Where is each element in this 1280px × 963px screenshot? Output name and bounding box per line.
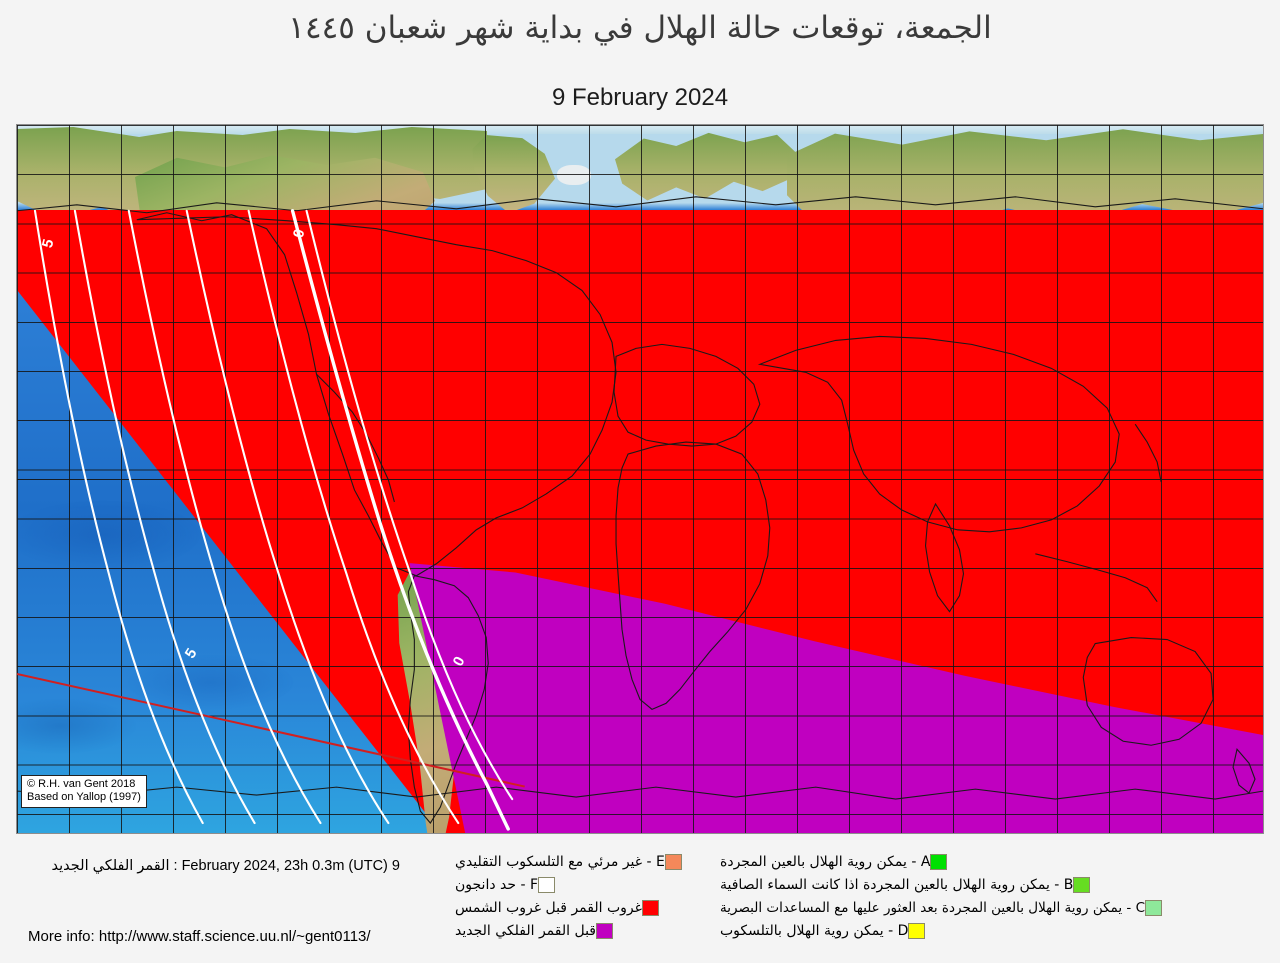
- credit-source: Based on Yallop (1997): [27, 791, 141, 803]
- visibility-map[interactable]: 5 0 5 0 © R.H. van Gent 2018 Based on Ya…: [16, 124, 1264, 834]
- credit-author: © R.H. van Gent 2018: [27, 778, 136, 790]
- legend-label-A: A - يمكن روية الهلال بالعين المجردة: [720, 853, 931, 870]
- legend-swatch-before-new-moon: [595, 922, 613, 939]
- legend-label-B: B - يمكن روية الهلال بالعين المجردة اذا …: [720, 876, 1074, 893]
- legend-item-moonset-before-sunset[interactable]: غروب القمر قبل غروب الشمس: [455, 896, 705, 919]
- credit-box: © R.H. van Gent 2018 Based on Yallop (19…: [21, 775, 147, 808]
- more-info-link[interactable]: More info: http://www.staff.science.uu.n…: [28, 928, 371, 945]
- page-footer: 9 February 2024, 23h 0.3m (UTC) : القمر …: [0, 840, 1280, 963]
- legend-item-E[interactable]: E - غير مرئي مع التلسكوب التقليدي: [455, 850, 705, 873]
- equator-line: [17, 479, 1263, 480]
- legend-column-right: A - يمكن روية الهلال بالعين المجردة B - …: [720, 850, 1272, 942]
- legend-column-middle: E - غير مرئي مع التلسكوب التقليدي F - حد…: [455, 850, 705, 942]
- legend-item-F[interactable]: F - حد دانجون: [455, 873, 705, 896]
- legend-label-C: C - يمكن روية الهلال بالعين المجردة بعد …: [720, 899, 1146, 916]
- legend-item-before-new-moon[interactable]: قبل القمر الفلكي الجديد: [455, 919, 705, 942]
- legend-label-F: F - حد دانجون: [455, 876, 539, 893]
- page-header: الجمعة، توقعات حالة الهلال في بداية شهر …: [0, 0, 1280, 124]
- legend-swatch-E: [664, 853, 682, 870]
- new-moon-time-text: 9 February 2024, 23h 0.3m (UTC) : القمر …: [51, 858, 400, 874]
- page-subtitle-date: 9 February 2024: [551, 84, 729, 111]
- legend-item-B[interactable]: B - يمكن روية الهلال بالعين المجردة اذا …: [720, 873, 1272, 896]
- legend-item-D[interactable]: D - يمكن روية الهلال بالتلسكوب: [720, 919, 1272, 942]
- page-title: الجمعة، توقعات حالة الهلال في بداية شهر …: [288, 10, 992, 46]
- legend-label-before-new-moon: قبل القمر الفلكي الجديد: [455, 922, 596, 939]
- legend-swatch-F: [538, 876, 556, 893]
- legend-swatch-C: [1145, 899, 1163, 916]
- legend-label-D: D - يمكن روية الهلال بالتلسكوب: [720, 922, 909, 939]
- legend-swatch-A: [930, 853, 948, 870]
- legend-swatch-moonset-before-sunset: [641, 899, 659, 916]
- legend-item-A[interactable]: A - يمكن روية الهلال بالعين المجردة: [720, 850, 1272, 873]
- legend-swatch-B: [1073, 876, 1091, 893]
- legend-item-C[interactable]: C - يمكن روية الهلال بالعين المجردة بعد …: [720, 896, 1272, 919]
- legend-label-moonset-before-sunset: غروب القمر قبل غروب الشمس: [455, 899, 642, 916]
- legend-swatch-D: [908, 922, 926, 939]
- legend-label-E: E - غير مرئي مع التلسكوب التقليدي: [455, 853, 665, 870]
